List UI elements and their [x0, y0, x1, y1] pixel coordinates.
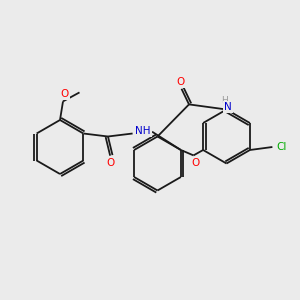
Text: Cl: Cl	[277, 142, 287, 152]
Text: O: O	[191, 158, 199, 168]
Text: H: H	[222, 96, 228, 105]
Text: O: O	[60, 88, 69, 99]
Text: O: O	[106, 158, 114, 168]
Text: N: N	[224, 102, 232, 112]
Text: O: O	[176, 76, 184, 87]
Text: NH: NH	[135, 126, 151, 136]
